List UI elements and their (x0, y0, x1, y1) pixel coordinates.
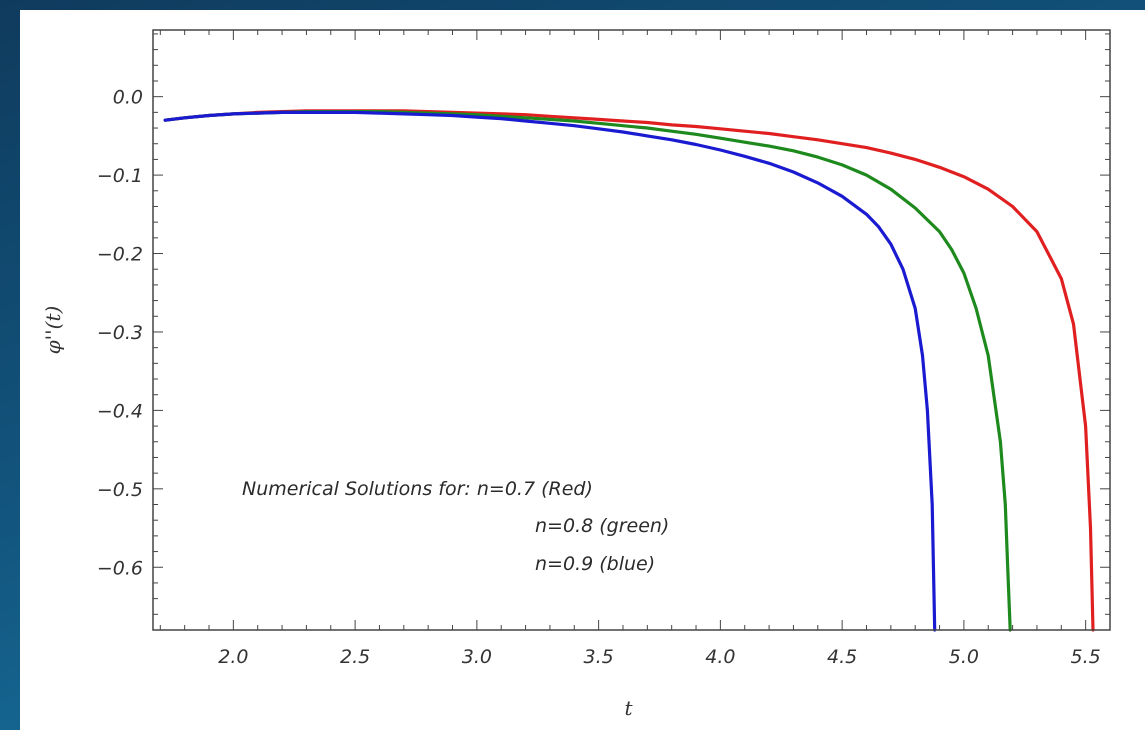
annotation-line-1: Numerical Solutions for: n=0.7 (Red) (242, 478, 593, 500)
series-layer (163, 109, 1095, 632)
x-tick-label: 5.5 (1071, 646, 1101, 668)
x-tick-label: 3.5 (584, 646, 614, 668)
tick-marks (153, 30, 1111, 631)
chart-panel: 2.0 2.5 3.0 3.5 4.0 4.5 5.0 5.5 0.0 −0.1 −0.2 −0.3… (20, 10, 1145, 730)
y-tick-label: 0.0 (113, 87, 143, 109)
x-tick-label: 2.5 (340, 646, 370, 668)
annotation-line-3: n=0.9 (blue) (535, 553, 655, 575)
y-tick-label: −0.6 (97, 557, 143, 579)
x-tick-label: 4.5 (827, 646, 857, 668)
y-tick-label: −0.1 (97, 165, 143, 187)
y-axis-title: φ''(t) (41, 306, 65, 355)
annotation-line-2: n=0.8 (green) (535, 515, 669, 537)
y-tick-label: −0.5 (97, 479, 143, 501)
y-tick-label: −0.3 (97, 322, 143, 344)
x-tick-label: 4.0 (705, 646, 735, 668)
y-tick-label: −0.4 (97, 400, 143, 422)
x-tick-label: 5.0 (949, 646, 979, 668)
x-tick-labels: 2.0 2.5 3.0 3.5 4.0 4.5 5.0 5.5 (218, 646, 1101, 668)
x-tick-label: 2.0 (218, 646, 248, 668)
chart: 2.0 2.5 3.0 3.5 4.0 4.5 5.0 5.5 0.0 −0.1 −0.2 −0.3… (41, 29, 1111, 720)
series-line-n09 (163, 110, 937, 632)
x-axis-title: t (624, 696, 633, 720)
plot-frame (152, 29, 1111, 631)
y-tick-labels: 0.0 −0.1 −0.2 −0.3 −0.4 −0.5 −0.6 (97, 87, 143, 580)
y-tick-label: −0.2 (97, 244, 143, 266)
x-tick-label: 3.0 (462, 646, 492, 668)
